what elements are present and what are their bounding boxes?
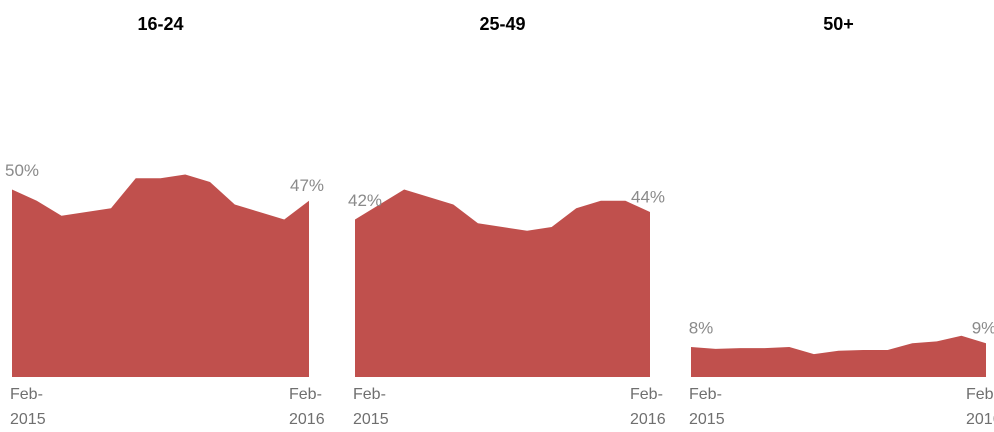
- value-label: 9%: [972, 319, 994, 338]
- value-label: 42%: [348, 191, 382, 210]
- x-tick-line: 2015: [689, 411, 725, 428]
- x-tick-label: Feb- 2015: [689, 386, 725, 428]
- x-tick-line: 2016: [289, 411, 325, 428]
- x-tick-line: 2015: [353, 411, 389, 428]
- area: [355, 189, 650, 377]
- x-tick-line: 2016: [966, 411, 994, 428]
- x-tick-label: Feb- 2015: [10, 386, 46, 428]
- x-tick-line: Feb-: [289, 386, 322, 403]
- x-tick-line: Feb-: [353, 386, 386, 403]
- area: [12, 174, 309, 377]
- value-label: 50%: [5, 161, 39, 180]
- value-label: 44%: [631, 187, 665, 206]
- panel-title: 16-24: [137, 14, 183, 34]
- x-tick-line: Feb-: [630, 386, 663, 403]
- x-tick-line: 2015: [10, 411, 46, 428]
- x-tick-label: Feb- 2016: [630, 386, 666, 428]
- x-tick-label: Feb- 2016: [966, 386, 994, 428]
- x-tick-line: Feb-: [10, 386, 43, 403]
- x-tick-line: Feb-: [966, 386, 994, 403]
- panel-title: 50+: [823, 14, 854, 34]
- x-tick-line: Feb-: [689, 386, 722, 403]
- value-label: 47%: [290, 176, 324, 195]
- x-tick-label: Feb- 2016: [289, 386, 325, 428]
- x-tick-label: Feb- 2015: [353, 386, 389, 428]
- value-label: 8%: [689, 318, 714, 337]
- x-tick-line: 2016: [630, 411, 666, 428]
- area: [691, 335, 986, 377]
- panel-title: 25-49: [479, 14, 525, 34]
